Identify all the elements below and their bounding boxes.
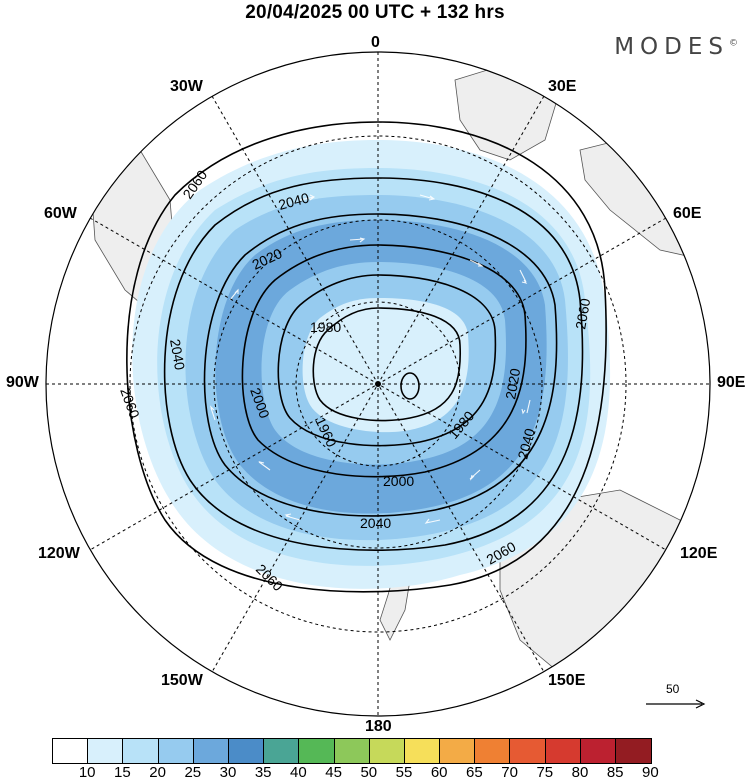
contour-label: 2040 bbox=[514, 426, 538, 460]
colorbar-swatch bbox=[264, 739, 300, 763]
modes-logo: MODES© bbox=[614, 34, 738, 60]
colorbar-tick-label: 45 bbox=[325, 764, 342, 781]
wind-speed-shading bbox=[132, 140, 611, 589]
colorbar-tick-label: 90 bbox=[642, 764, 659, 781]
colorbar-swatch bbox=[158, 739, 194, 763]
contour-label: 2040 bbox=[277, 189, 311, 213]
colorbar-tick-label: 30 bbox=[219, 764, 237, 781]
colorbar-tick-label: 60 bbox=[430, 764, 448, 781]
map-title: 20/04/2025 00 UTC + 132 hrs bbox=[245, 2, 505, 23]
lon-label-30w: 30W bbox=[170, 78, 203, 95]
colorbar-swatch bbox=[334, 739, 370, 763]
colorbar-tick-label: 55 bbox=[395, 764, 413, 781]
colorbar-tick-label: 85 bbox=[606, 764, 624, 781]
pole-marker bbox=[375, 381, 381, 387]
lon-label-60w: 60W bbox=[44, 205, 77, 222]
contour-label: 2020 bbox=[502, 367, 523, 401]
lon-label-0: 0 bbox=[371, 34, 380, 51]
reference-vector-label: 50 bbox=[666, 682, 680, 696]
colorbar-swatch bbox=[545, 739, 581, 763]
colorbar-swatch bbox=[404, 739, 441, 763]
lon-label-120e: 120E bbox=[680, 545, 718, 562]
colorbar-tick-label: 25 bbox=[184, 764, 202, 781]
lon-label-60e: 60E bbox=[673, 205, 702, 222]
colorbar-ticks: 10 15 20 25 30 35 40 45 50 55 60 65 70 75 80 85 90 bbox=[0, 764, 750, 782]
contour-label: 2040 bbox=[360, 515, 391, 531]
reference-vector: 50 bbox=[644, 682, 706, 712]
arrow-icon bbox=[646, 699, 706, 709]
lon-label-180: 180 bbox=[365, 718, 392, 735]
colorbar-swatch bbox=[616, 739, 652, 763]
colorbar-swatch bbox=[88, 739, 124, 763]
contour-label: 2060 bbox=[572, 297, 593, 331]
colorbar-tick-label: 80 bbox=[571, 764, 589, 781]
colorbar-swatch bbox=[369, 739, 405, 763]
lon-label-90e: 90E bbox=[717, 374, 746, 391]
colorbar-tick-label: 40 bbox=[290, 764, 307, 781]
contour-label: 2040 bbox=[167, 338, 188, 372]
colorbar-swatch bbox=[299, 739, 335, 763]
lon-label-30e: 30E bbox=[548, 78, 577, 95]
colorbar-swatch bbox=[510, 739, 546, 763]
lon-label-90w: 90W bbox=[6, 374, 39, 391]
contour-label: 2000 bbox=[383, 473, 414, 489]
contour-label-group: 1980 1960 2000 2000 2020 2020 1980 2040 … bbox=[117, 167, 593, 594]
contour-label: 1980 bbox=[310, 319, 341, 335]
colorbar-tick-label: 20 bbox=[149, 764, 166, 781]
colorbar-tick-label: 15 bbox=[114, 764, 131, 781]
colorbar-tick-label: 75 bbox=[536, 764, 554, 781]
lon-label-150w: 150W bbox=[161, 672, 203, 689]
colorbar-swatch bbox=[580, 739, 616, 763]
colorbar-tick-label: 50 bbox=[360, 764, 378, 781]
map-boundary bbox=[45, 51, 711, 717]
lon-label-150e: 150E bbox=[548, 672, 586, 689]
colorbar-tick-label: 35 bbox=[254, 764, 272, 781]
colorbar-swatch bbox=[193, 739, 229, 763]
colorbar-swatch bbox=[475, 739, 511, 763]
wind-vectors bbox=[209, 194, 531, 524]
colorbar-swatch bbox=[228, 739, 265, 763]
colorbar-tick-label: 70 bbox=[501, 764, 518, 781]
lon-label-120w: 120W bbox=[38, 545, 80, 562]
colorbar-swatch bbox=[440, 739, 476, 763]
colorbar-swatch bbox=[123, 739, 159, 763]
colorbar-tick-label: 65 bbox=[466, 764, 483, 781]
colorbar bbox=[52, 738, 653, 764]
colorbar-tick-label: 10 bbox=[78, 764, 96, 781]
colorbar-swatch bbox=[53, 739, 89, 763]
